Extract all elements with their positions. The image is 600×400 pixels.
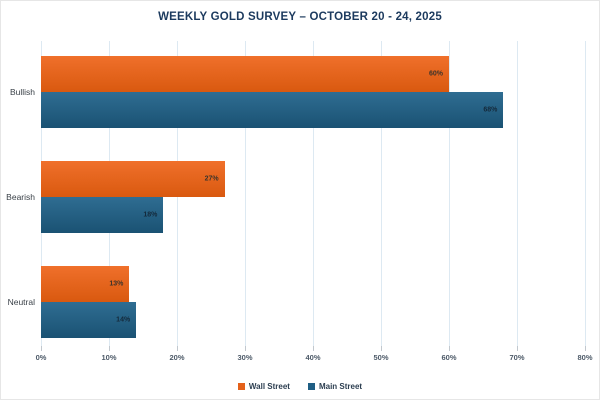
bar-neutral-wall-street: 13% bbox=[41, 266, 130, 302]
x-axis-tick bbox=[517, 346, 518, 351]
plot-area: 60% 68% 27% 18% 13% 14% bbox=[41, 41, 586, 346]
x-axis-tick-label: 60% bbox=[441, 353, 457, 362]
x-axis-tick-label: 0% bbox=[35, 353, 47, 362]
gridline bbox=[517, 41, 518, 346]
x-axis-tick-label: 40% bbox=[305, 353, 321, 362]
x-axis-tick bbox=[585, 346, 586, 351]
x-axis-tick bbox=[449, 346, 450, 351]
bar-value-label: 27% bbox=[204, 175, 219, 183]
bar-bullish-wall-street: 60% bbox=[41, 56, 449, 92]
x-axis-tick-label: 70% bbox=[509, 353, 525, 362]
x-axis-tick bbox=[177, 346, 178, 351]
bar-neutral-main-street: 14% bbox=[41, 302, 137, 338]
legend-label: Wall Street bbox=[248, 382, 290, 391]
x-axis-tick bbox=[245, 346, 246, 351]
x-axis-tick-label: 80% bbox=[577, 353, 593, 362]
category-label-bullish: Bullish bbox=[9, 87, 35, 97]
legend-swatch bbox=[307, 383, 315, 390]
bar-bearish-wall-street: 27% bbox=[41, 161, 225, 197]
bar-value-label: 13% bbox=[109, 280, 124, 288]
gridline bbox=[449, 41, 450, 346]
legend-item-wall-street: Wall Street bbox=[237, 382, 290, 391]
bar-value-label: 60% bbox=[428, 70, 443, 78]
legend-label: Main Street bbox=[318, 382, 363, 391]
gridline bbox=[313, 41, 314, 346]
x-axis-tick-label: 30% bbox=[237, 353, 253, 362]
x-axis-tick-label: 20% bbox=[169, 353, 185, 362]
x-axis-tick bbox=[313, 346, 314, 351]
bar-bullish-main-street: 68% bbox=[41, 92, 504, 128]
chart-legend: Wall Street Main Street bbox=[1, 382, 599, 391]
x-axis-tick-label: 10% bbox=[101, 353, 117, 362]
x-axis-tick bbox=[109, 346, 110, 351]
x-axis-tick-label: 50% bbox=[373, 353, 389, 362]
legend-item-main-street: Main Street bbox=[307, 382, 363, 391]
bar-value-label: 68% bbox=[483, 106, 498, 114]
gridline bbox=[381, 41, 382, 346]
chart-title: WEEKLY GOLD SURVEY – OCTOBER 20 - 24, 20… bbox=[158, 11, 442, 23]
gridline bbox=[245, 41, 246, 346]
bar-bearish-main-street: 18% bbox=[41, 197, 164, 233]
legend-swatch bbox=[237, 383, 245, 390]
x-axis-tick bbox=[41, 346, 42, 351]
category-label-bearish: Bearish bbox=[6, 192, 35, 202]
bar-value-label: 14% bbox=[116, 316, 131, 324]
category-label-neutral: Neutral bbox=[7, 297, 35, 307]
x-axis-tick bbox=[381, 346, 382, 351]
gridline bbox=[585, 41, 586, 346]
bar-value-label: 18% bbox=[143, 211, 158, 219]
